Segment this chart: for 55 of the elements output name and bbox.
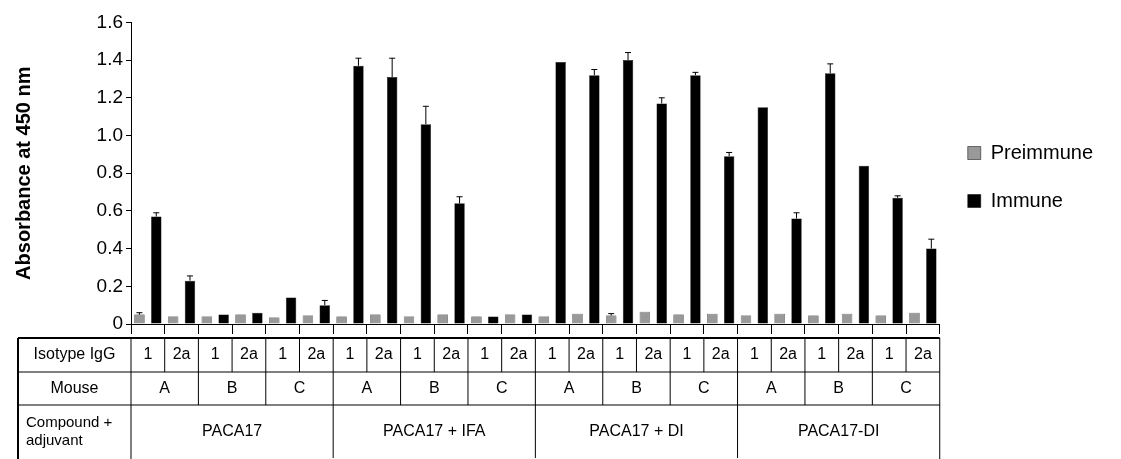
legend-label: Immune xyxy=(990,188,1063,211)
text: B xyxy=(833,378,844,396)
text: B xyxy=(226,378,238,396)
text: C xyxy=(900,378,912,396)
x-tick-label: 2a xyxy=(779,345,798,363)
text: PACA17-DI xyxy=(797,421,880,439)
x-tick-label: 1 xyxy=(749,345,759,363)
text: A xyxy=(563,378,575,396)
text: Isotype IgG xyxy=(33,345,116,363)
y-tick-label: 0.6 xyxy=(96,199,123,221)
x-tick-label: 1 xyxy=(682,345,692,363)
text: PACA17 xyxy=(202,421,263,439)
y-axis-title: Absorbance at 450 nm xyxy=(11,66,34,280)
x-tick-label: 2a xyxy=(644,345,663,363)
x-tick-label: 1 xyxy=(278,345,288,363)
text: B xyxy=(428,378,440,396)
text: A xyxy=(159,378,171,396)
y-tick-label: 1.4 xyxy=(96,48,124,70)
x-tick-label: 2a xyxy=(914,345,932,363)
y-tick-label: 1.0 xyxy=(96,123,123,145)
x-tick-label: 1 xyxy=(480,345,490,363)
text: PACA17 + DI xyxy=(589,421,684,439)
x-tick-label: 1 xyxy=(884,345,894,363)
text: C xyxy=(698,378,710,396)
text: B xyxy=(631,378,642,396)
legend-label: Preimmune xyxy=(990,140,1094,163)
text: PACA17 + IFA xyxy=(383,421,486,439)
x-tick-label: 2a xyxy=(307,345,326,363)
y-tick-label: 1.6 xyxy=(96,10,123,32)
x-tick-label: 2a xyxy=(172,345,191,363)
x-tick-label: 2a xyxy=(509,345,528,363)
y-tick-label: 1.2 xyxy=(96,86,123,108)
x-tick-label: 1 xyxy=(615,345,625,363)
text: C xyxy=(293,378,306,396)
y-tick-label: 0.4 xyxy=(96,236,124,258)
x-tick-label: 1 xyxy=(817,345,827,363)
x-tick-label: 1 xyxy=(210,345,220,363)
y-tick-label: 0.2 xyxy=(96,274,123,296)
text: C xyxy=(495,378,508,396)
x-tick-label: 2a xyxy=(442,345,461,363)
x-tick-label: 2a xyxy=(374,345,393,363)
x-tick-label: 2a xyxy=(577,345,595,363)
x-tick-label: 1 xyxy=(345,345,355,363)
x-tick-label: 1 xyxy=(412,345,422,363)
x-tick-label: 2a xyxy=(240,345,258,363)
text: A xyxy=(361,378,373,396)
x-tick-label: 1 xyxy=(143,345,153,363)
y-tick-label: 0.8 xyxy=(96,161,123,183)
x-tick-label: 2a xyxy=(711,345,730,363)
text: Compound + adjuvant xyxy=(26,412,113,448)
text: Mouse xyxy=(50,378,99,396)
x-tick-label: 2a xyxy=(846,345,865,363)
x-tick-label: 1 xyxy=(547,345,557,363)
y-tick-label: 0 xyxy=(112,312,123,334)
text: A xyxy=(765,378,777,396)
